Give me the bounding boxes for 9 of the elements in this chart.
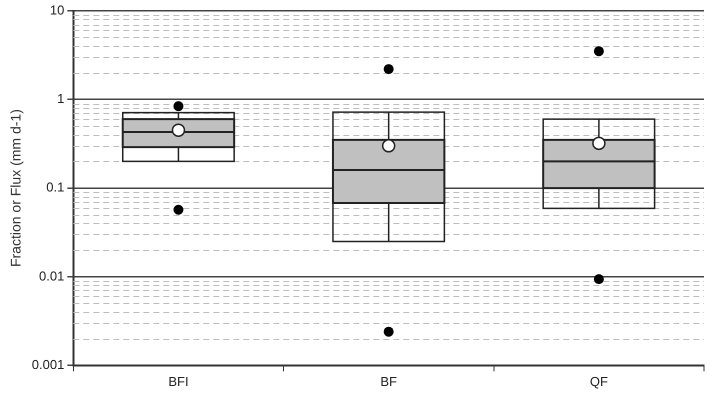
y-tick-label: 1 <box>57 91 64 106</box>
x-tick-label: BF <box>380 374 398 389</box>
y-tick-label: 0.1 <box>46 180 64 195</box>
x-tick-label: BFI <box>168 374 189 389</box>
y-axis-title: Fraction or Flux (mm d-1) <box>7 109 24 268</box>
y-tick-label: 10 <box>50 2 64 18</box>
x-tick-label: QF <box>590 374 608 389</box>
y-tick-label: 0.001 <box>32 356 64 372</box>
y-tick-label: 0.01 <box>39 268 64 284</box>
